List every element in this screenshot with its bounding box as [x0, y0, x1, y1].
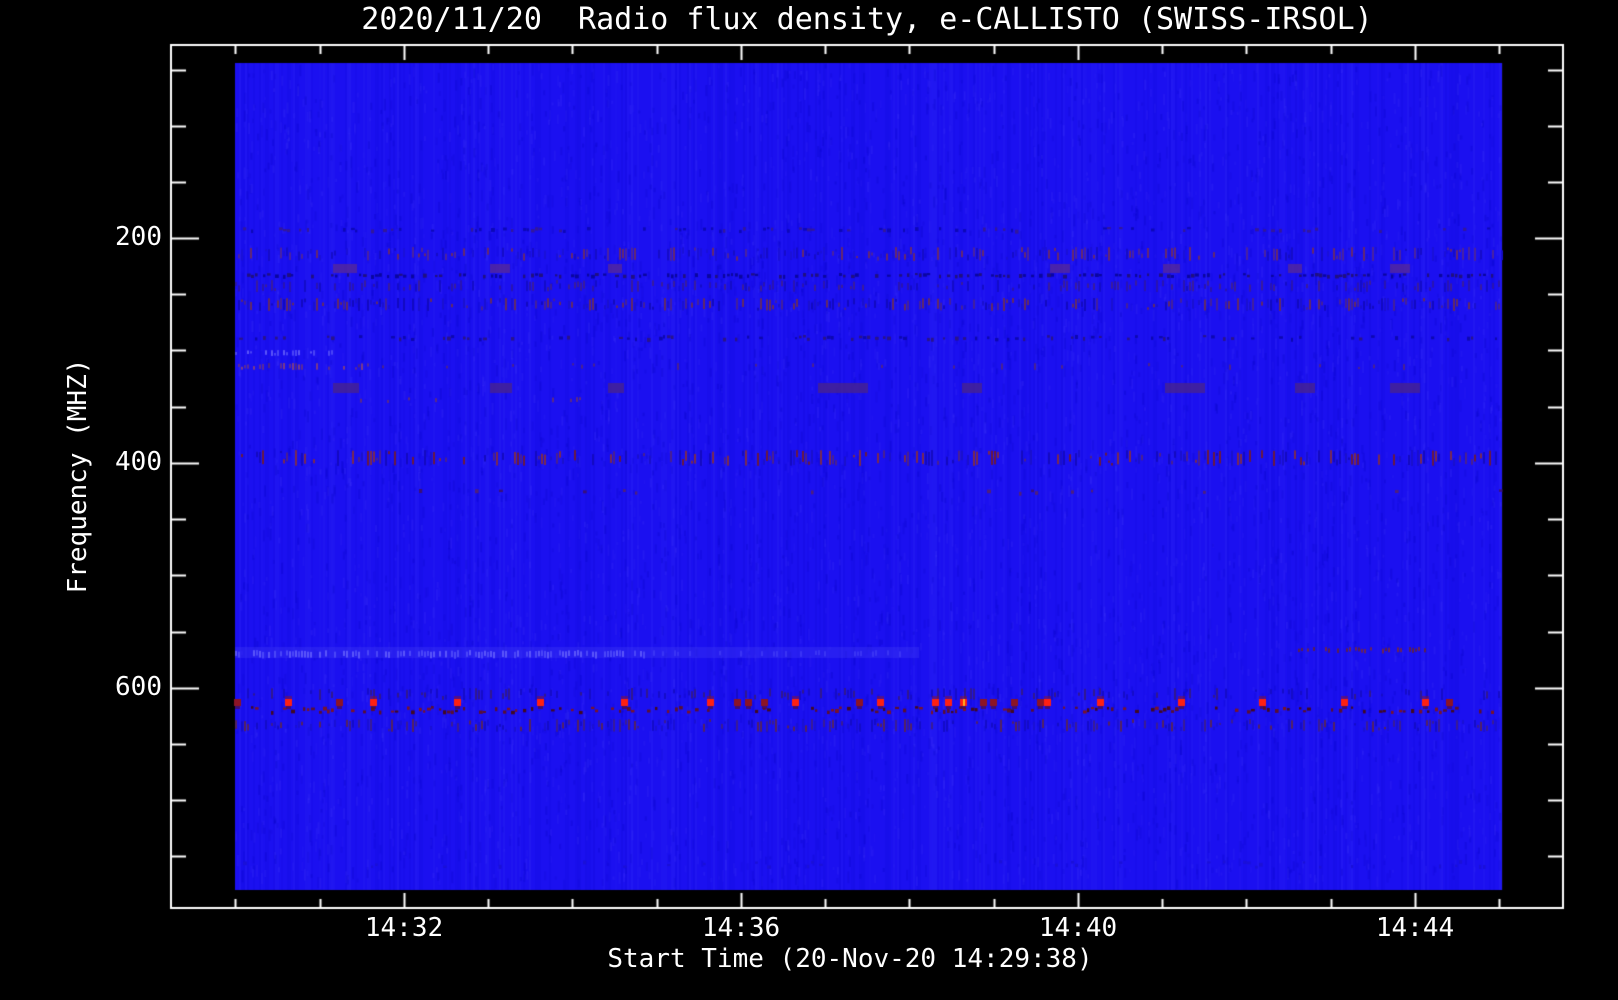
x-tick-label-14-40: 14:40	[1038, 913, 1118, 943]
y-tick-label-200: 200	[115, 222, 162, 252]
x-tick-label-14-44: 14:44	[1375, 913, 1455, 943]
x-tick-label-14-32: 14:32	[364, 913, 444, 943]
y-tick-label-600: 600	[115, 672, 162, 702]
y-axis-label: Frequency (MHZ)	[63, 358, 93, 594]
x-axis-label: Start Time (20-Nov-20 14:29:38)	[607, 944, 1093, 974]
y-tick-label-400: 400	[115, 447, 162, 477]
chart-title: 2020/11/20 Radio flux density, e-CALLIST…	[361, 2, 1373, 37]
x-tick-label-14-36: 14:36	[701, 913, 781, 943]
